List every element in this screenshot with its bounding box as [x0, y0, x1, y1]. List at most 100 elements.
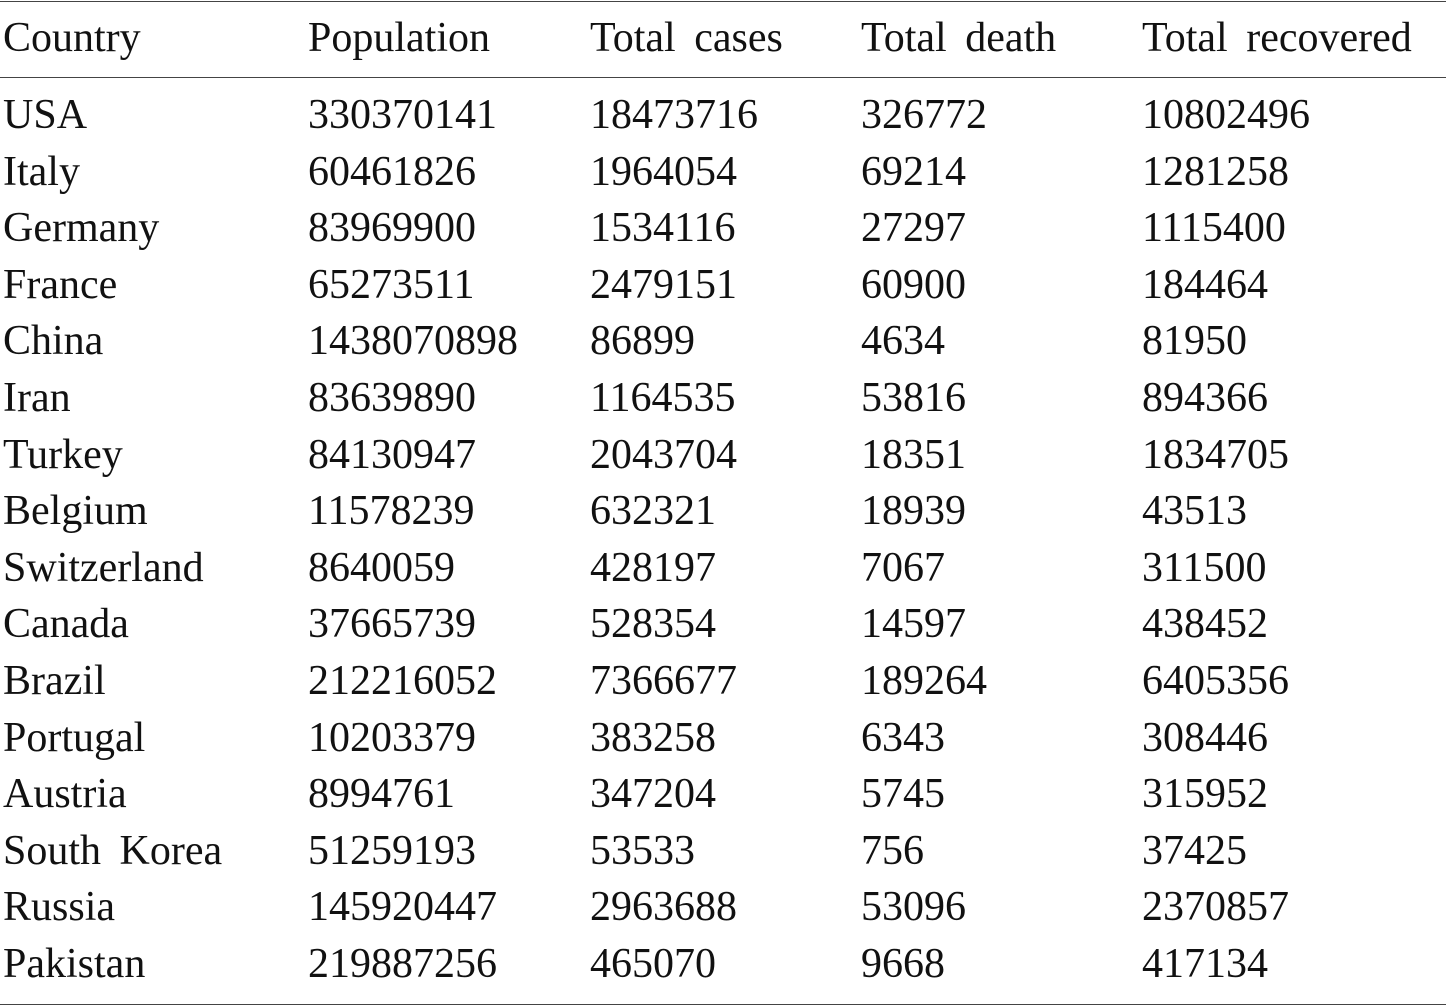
cell-country: Austria — [3, 771, 127, 818]
table-row: Iran 83639890 1164535 53816 894366 — [0, 370, 1446, 427]
cell-country: Belgium — [3, 488, 148, 535]
cell-population: 330370141 — [308, 92, 497, 138]
cell-total-recovered: 311500 — [1142, 544, 1267, 591]
cell-population: 84130947 — [308, 431, 476, 478]
cell-total-death: 18939 — [861, 488, 966, 535]
cell-total-death: 4634 — [861, 318, 945, 365]
cell-total-death: 27297 — [861, 205, 966, 252]
cell-total-recovered: 10802496 — [1142, 92, 1310, 138]
cell-total-cases: 2043704 — [590, 431, 737, 478]
cell-total-death: 5745 — [861, 771, 945, 818]
header-total-recovered: Total recovered — [1142, 15, 1412, 61]
cell-population: 212216052 — [308, 657, 497, 704]
table-header: Country Population Total cases Total dea… — [0, 0, 1446, 77]
cell-country: Russia — [3, 884, 116, 931]
cell-country: Italy — [3, 148, 80, 195]
cell-population: 83639890 — [308, 374, 476, 421]
cell-total-cases: 53533 — [590, 827, 695, 874]
cell-country: Germany — [3, 205, 160, 252]
cell-total-cases: 7366677 — [590, 657, 737, 704]
cell-population: 8994761 — [308, 771, 455, 818]
cell-population: 1438070898 — [308, 318, 518, 365]
cell-total-death: 6343 — [861, 714, 945, 761]
table-row: France 65273511 2479151 60900 184464 — [0, 257, 1446, 314]
table-row: Brazil 212216052 7366677 189264 6405356 — [0, 653, 1446, 710]
cell-country: Turkey — [3, 431, 123, 478]
cell-total-cases: 2963688 — [590, 884, 737, 931]
table-row: Belgium 11578239 632321 18939 43513 — [0, 483, 1446, 540]
cell-country: Pakistan — [3, 940, 146, 987]
cell-total-recovered: 1115400 — [1142, 205, 1286, 252]
cell-population: 65273511 — [308, 261, 475, 308]
cell-total-recovered: 894366 — [1142, 374, 1268, 421]
cell-total-recovered: 2370857 — [1142, 884, 1289, 931]
table-row: Russia 145920447 2963688 53096 2370857 — [0, 879, 1446, 936]
table-row: Austria 8994761 347204 5745 315952 — [0, 766, 1446, 823]
cell-total-recovered: 43513 — [1142, 488, 1247, 535]
table-bottom-rule — [0, 1004, 1446, 1005]
cell-total-death: 18351 — [861, 431, 966, 478]
cell-country: Canada — [3, 601, 129, 648]
cell-total-cases: 1534116 — [590, 205, 736, 252]
cell-total-death: 14597 — [861, 601, 966, 648]
cell-total-cases: 428197 — [590, 544, 716, 591]
header-total-death: Total death — [861, 15, 1057, 61]
cell-population: 11578239 — [308, 488, 475, 535]
cell-total-recovered: 438452 — [1142, 601, 1268, 648]
cell-total-death: 326772 — [861, 92, 987, 138]
cell-population: 51259193 — [308, 827, 476, 874]
cell-total-cases: 86899 — [590, 318, 695, 365]
cell-total-death: 189264 — [861, 657, 987, 704]
table-row: Germany 83969900 1534116 27297 1115400 — [0, 200, 1446, 257]
cell-country: Iran — [3, 374, 71, 421]
cell-population: 10203379 — [308, 714, 476, 761]
cell-country: South Korea — [3, 827, 223, 874]
table-header-rule — [0, 77, 1446, 78]
cell-country: Portugal — [3, 714, 146, 761]
cell-total-recovered: 1281258 — [1142, 148, 1289, 195]
cell-population: 83969900 — [308, 205, 476, 252]
cell-population: 60461826 — [308, 148, 476, 195]
cell-total-recovered: 184464 — [1142, 261, 1268, 308]
table-row: Italy 60461826 1964054 69214 1281258 — [0, 144, 1446, 201]
table-row: Canada 37665739 528354 14597 438452 — [0, 596, 1446, 653]
cell-total-cases: 1164535 — [590, 374, 736, 421]
cell-total-recovered: 417134 — [1142, 940, 1268, 987]
cell-total-cases: 528354 — [590, 601, 716, 648]
cell-population: 8640059 — [308, 544, 455, 591]
cell-total-death: 53096 — [861, 884, 966, 931]
table-body: USA 330370141 18473716 326772 10802496 Italy 6… — [0, 77, 1446, 993]
cell-total-death: 53816 — [861, 374, 966, 421]
header-row: Country Population Total cases Total dea… — [0, 0, 1446, 77]
cell-total-cases: 1964054 — [590, 148, 737, 195]
header-country: Country — [3, 15, 141, 61]
cell-population: 219887256 — [308, 940, 497, 987]
table-row: South Korea 51259193 53533 756 37425 — [0, 823, 1446, 880]
cell-country: France — [3, 261, 118, 308]
cell-population: 145920447 — [308, 884, 497, 931]
table-row: China 1438070898 86899 4634 81950 — [0, 313, 1446, 370]
cell-total-recovered: 315952 — [1142, 771, 1268, 818]
table-row: Pakistan 219887256 465070 9668 417134 — [0, 936, 1446, 993]
cell-total-cases: 347204 — [590, 771, 716, 818]
table-row: Switzerland 8640059 428197 7067 311500 — [0, 540, 1446, 597]
cell-total-death: 756 — [861, 827, 924, 874]
header-total-cases: Total cases — [590, 15, 783, 61]
cell-population: 37665739 — [308, 601, 476, 648]
cell-total-death: 69214 — [861, 148, 966, 195]
cell-country: Brazil — [3, 657, 106, 704]
cell-total-death: 9668 — [861, 940, 945, 987]
cell-total-cases: 465070 — [590, 940, 716, 987]
cell-total-cases: 383258 — [590, 714, 716, 761]
table-row: USA 330370141 18473716 326772 10802496 — [0, 77, 1446, 144]
table-row: Portugal 10203379 383258 6343 308446 — [0, 710, 1446, 767]
cell-total-recovered: 81950 — [1142, 318, 1247, 365]
table-row: Turkey 84130947 2043704 18351 1834705 — [0, 427, 1446, 484]
cell-total-recovered: 308446 — [1142, 714, 1268, 761]
cell-total-death: 60900 — [861, 261, 966, 308]
cell-total-cases: 2479151 — [590, 261, 737, 308]
cell-total-cases: 18473716 — [590, 92, 758, 138]
header-population: Population — [308, 15, 491, 61]
cell-country: Switzerland — [3, 544, 204, 591]
